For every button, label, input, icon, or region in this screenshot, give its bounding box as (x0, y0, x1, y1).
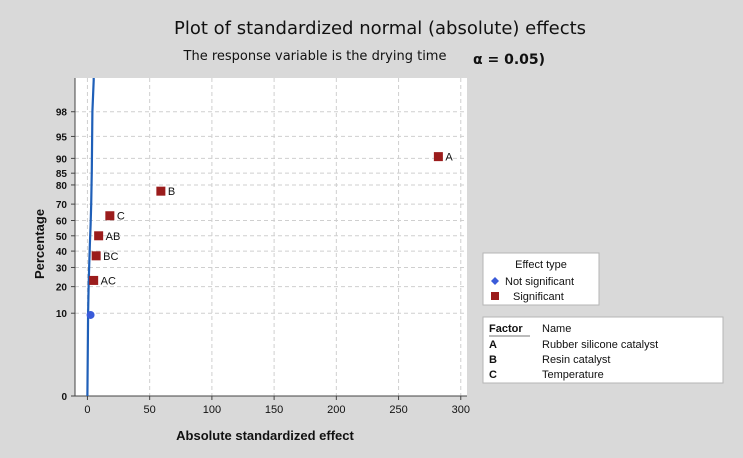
factor-table-box (482, 316, 724, 384)
x-tick-label: 50 (144, 404, 156, 416)
x-axis-label: Absolute standardized effect (176, 428, 354, 443)
effect-point-significant (94, 231, 104, 241)
factor-c-name: Temperature (542, 369, 604, 381)
effect-point-label: B (168, 186, 175, 198)
factor-c-code: C (489, 369, 497, 381)
effect-point-label: BC (103, 251, 118, 263)
legend-item-significant: Significant (513, 291, 564, 303)
factor-header: Factor (489, 323, 523, 335)
effect-point-label: AB (106, 231, 121, 243)
legend-item-not-significant: Not significant (505, 276, 574, 288)
effect-point-significant (89, 275, 99, 285)
x-tick-label: 250 (389, 404, 407, 416)
y-tick-label: 80 (56, 181, 68, 192)
x-tick-label: 300 (452, 404, 470, 416)
effect-point-significant (105, 211, 115, 221)
x-tick-labels: 0 50 100 150 200 250 300 (84, 396, 470, 416)
factor-b-code: B (489, 354, 497, 366)
effect-point-significant (91, 251, 101, 261)
legend-diamond-icon (491, 277, 499, 285)
effect-point-label: C (117, 211, 125, 223)
y-tick-label: 95 (56, 132, 68, 143)
effect-point-significant (433, 152, 443, 162)
y-tick-label: 98 (56, 108, 68, 119)
effect-point-label: A (445, 152, 453, 164)
reference-line (86, 78, 95, 397)
axes (74, 78, 467, 397)
factor-a-name: Rubber silicone catalyst (542, 339, 658, 351)
y-tick-label: 10 (56, 309, 68, 320)
y-tick-label: 40 (56, 247, 68, 258)
name-header: Name (542, 323, 571, 335)
legend-title: Effect type (515, 259, 567, 271)
grid-lines (75, 78, 467, 397)
data-points: AC BC AB C B A (86, 152, 453, 319)
alpha-label: α = 0.05) (473, 52, 545, 68)
y-tick-label: 30 (56, 263, 68, 274)
x-tick-label: 200 (327, 404, 345, 416)
x-tick-label: 0 (84, 404, 90, 416)
effect-point-label: AC (101, 275, 116, 287)
y-tick-label: 70 (56, 200, 68, 211)
x-tick-label: 150 (265, 404, 283, 416)
y-axis-label: Percentage (32, 209, 47, 279)
factor-a-code: A (489, 339, 497, 351)
chart-title: Plot of standardized normal (absolute) e… (174, 18, 586, 39)
y-tick-label: 60 (56, 216, 68, 227)
effect-point-significant (156, 186, 166, 196)
y-tick-label: 85 (56, 169, 68, 180)
legend-square-icon (491, 292, 499, 300)
x-tick-label: 100 (203, 404, 221, 416)
y-tick-label: 50 (56, 232, 68, 243)
y-tick-label: 90 (56, 154, 68, 165)
y-tick-label: 20 (56, 283, 68, 294)
effect-point-not-significant (86, 310, 95, 319)
factor-table: Factor Name A Rubber silicone catalyst B… (482, 316, 724, 384)
y-tick-label: 0 (61, 392, 67, 403)
plot-area (75, 78, 467, 396)
factor-b-name: Resin catalyst (542, 354, 610, 366)
chart-subtitle: The response variable is the drying time (183, 49, 447, 64)
legend: Effect type Not significant Significant (482, 252, 600, 306)
legend-box (482, 252, 600, 306)
